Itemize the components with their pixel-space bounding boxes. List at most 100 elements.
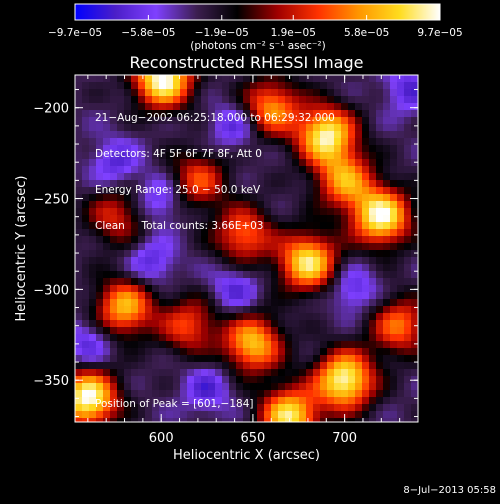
heatmap-cell [180, 313, 188, 321]
heatmap-cell [355, 257, 363, 265]
heatmap-cell [313, 124, 321, 132]
heatmap-cell [404, 278, 412, 286]
heatmap-cell [411, 250, 419, 258]
heatmap-cell [145, 264, 153, 272]
heatmap-cell [208, 411, 216, 419]
heatmap-cell [334, 187, 342, 195]
heatmap-cell [75, 96, 83, 104]
heatmap-cell [299, 75, 307, 83]
heatmap-cell [152, 75, 160, 83]
heatmap-cell [187, 96, 195, 104]
heatmap-cell [341, 334, 349, 342]
heatmap-cell [82, 292, 90, 300]
heatmap-cell [355, 278, 363, 286]
heatmap-cell [103, 250, 111, 258]
heatmap-cell [348, 82, 356, 90]
heatmap-cell [110, 82, 118, 90]
heatmap-cell [138, 257, 146, 265]
heatmap-cell [348, 194, 356, 202]
heatmap-cell [96, 117, 104, 125]
heatmap-cell [215, 222, 223, 230]
heatmap-cell [383, 334, 391, 342]
heatmap-cell [243, 271, 251, 279]
heatmap-cell [166, 383, 174, 391]
heatmap-cell [201, 124, 209, 132]
heatmap-cell [75, 313, 83, 321]
heatmap-cell [369, 229, 377, 237]
heatmap-cell [117, 180, 125, 188]
heatmap-cell [187, 243, 195, 251]
heatmap-cell [96, 243, 104, 251]
heatmap-cell [306, 264, 314, 272]
heatmap-cell [376, 243, 384, 251]
heatmap-cell [320, 96, 328, 104]
heatmap-cell [208, 390, 216, 398]
heatmap-cell [75, 250, 83, 258]
heatmap-cell [243, 201, 251, 209]
heatmap-cell [194, 383, 202, 391]
heatmap-cell [75, 82, 83, 90]
heatmap-cell [362, 292, 370, 300]
heatmap-cell [159, 173, 167, 181]
heatmap-cell [131, 257, 139, 265]
heatmap-cell [103, 236, 111, 244]
heatmap-cell [222, 327, 230, 335]
heatmap-cell [362, 103, 370, 111]
heatmap-cell [82, 117, 90, 125]
heatmap-cell [264, 306, 272, 314]
heatmap-cell [334, 152, 342, 160]
heatmap-cell [369, 271, 377, 279]
heatmap-cell [96, 180, 104, 188]
heatmap-cell [271, 404, 279, 412]
heatmap-cell [236, 166, 244, 174]
heatmap-cell [250, 257, 258, 265]
heatmap-cell [243, 75, 251, 83]
heatmap-cell [173, 96, 181, 104]
heatmap-cell [222, 103, 230, 111]
heatmap-cell [152, 215, 160, 223]
heatmap-cell [341, 173, 349, 181]
heatmap-cell [299, 131, 307, 139]
heatmap-cell [264, 145, 272, 153]
heatmap-cell [194, 327, 202, 335]
heatmap-cell [166, 173, 174, 181]
heatmap-cell [348, 166, 356, 174]
heatmap-cell [376, 215, 384, 223]
heatmap-cell [362, 369, 370, 377]
heatmap-cell [201, 131, 209, 139]
heatmap-cell [215, 348, 223, 356]
heatmap-cell [348, 250, 356, 258]
heatmap-cell [173, 229, 181, 237]
heatmap-cell [75, 397, 83, 405]
heatmap-cell [138, 348, 146, 356]
heatmap-cell [159, 327, 167, 335]
heatmap-cell [285, 201, 293, 209]
heatmap-cell [215, 82, 223, 90]
heatmap-cell [341, 131, 349, 139]
heatmap-cell [376, 159, 384, 167]
heatmap-cell [299, 103, 307, 111]
heatmap-cell [180, 96, 188, 104]
heatmap-cell [411, 138, 419, 146]
heatmap-cell [306, 138, 314, 146]
heatmap-cell [187, 292, 195, 300]
heatmap-cell [166, 404, 174, 412]
heatmap-cell [292, 110, 300, 118]
heatmap-cell [355, 243, 363, 251]
heatmap-cell [306, 103, 314, 111]
heatmap-cell [194, 285, 202, 293]
heatmap-cell [292, 383, 300, 391]
heatmap-cell [264, 117, 272, 125]
heatmap-cell [278, 250, 286, 258]
heatmap-cell [411, 327, 419, 335]
heatmap-cell [320, 306, 328, 314]
heatmap-cell [369, 320, 377, 328]
heatmap-cell [96, 320, 104, 328]
heatmap-cell [131, 243, 139, 251]
heatmap-cell [320, 250, 328, 258]
heatmap-cell [103, 243, 111, 251]
heatmap-cell [222, 355, 230, 363]
heatmap-cell [236, 208, 244, 216]
heatmap-cell [397, 411, 405, 419]
heatmap-cell [250, 236, 258, 244]
